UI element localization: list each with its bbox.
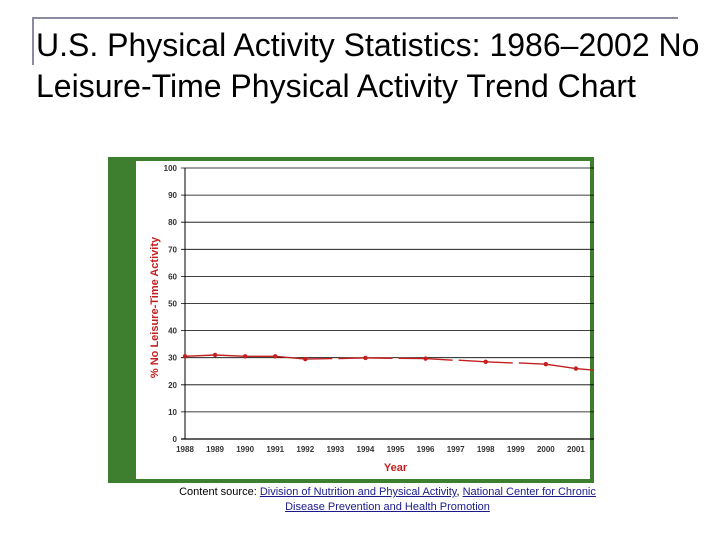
x-tick-label: 1998	[477, 445, 495, 454]
plot-background	[136, 161, 590, 479]
x-tick-label: 1990	[236, 445, 254, 454]
content-source-caption: Content source: Division of Nutrition an…	[160, 485, 615, 515]
y-tick-label: 20	[168, 381, 177, 390]
caption-separator: ,	[456, 486, 463, 498]
x-tick-label: 1994	[357, 445, 375, 454]
slide-title: U.S. Physical Activity Statistics: 1986–…	[36, 27, 700, 104]
y-tick-label: 30	[168, 354, 177, 363]
series-segment	[215, 354, 246, 358]
y-tick-label: 100	[164, 164, 178, 173]
data-point	[303, 356, 308, 362]
x-tick-label: 1988	[176, 445, 194, 454]
x-tick-label: 1997	[447, 445, 465, 454]
series-segment	[458, 359, 486, 363]
series-segment	[425, 357, 453, 361]
x-tick-label: 2000	[537, 445, 555, 454]
data-point	[242, 354, 248, 359]
title-frame-left-rule	[32, 17, 34, 65]
series-segment	[485, 361, 513, 364]
data-point	[543, 362, 549, 367]
x-tick-label: 1995	[387, 445, 405, 454]
x-tick-label: 1993	[326, 445, 344, 454]
caption-prefix: Content source:	[179, 486, 260, 498]
x-tick-label: 1996	[417, 445, 435, 454]
center-link[interactable]: National Center for Chronic Disease Prev…	[285, 486, 596, 513]
x-axis-title: Year	[384, 462, 408, 474]
x-tick-label: 1999	[507, 445, 525, 454]
chart-panel: 0 10 20 30 40 50 60 70 80 90 100 1988 1989 1990 1991 19…	[108, 157, 594, 483]
y-tick-label: 40	[168, 327, 177, 336]
data-point	[182, 354, 188, 359]
x-tick-label: 2001	[567, 445, 585, 454]
y-tick-label: 80	[168, 218, 177, 227]
x-tick-label: 1989	[206, 445, 224, 454]
series-segment	[338, 357, 366, 360]
y-tick-label: 50	[168, 300, 177, 309]
y-tick-label: 70	[168, 245, 177, 254]
y-tick-label: 90	[168, 191, 177, 200]
line-chart: 0 10 20 30 40 50 60 70 80 90 100 1988 1989 1990 1991 19…	[136, 161, 594, 479]
data-point	[423, 356, 428, 361]
data-point	[363, 355, 368, 361]
data-point	[212, 352, 218, 358]
title-frame-top-rule	[32, 17, 678, 19]
y-tick-label: 0	[173, 435, 178, 444]
series-segment	[518, 362, 546, 365]
y-axis-title: % No Leisure-Time Activity	[149, 236, 161, 378]
series-segment	[575, 367, 594, 371]
series-segment	[545, 363, 577, 370]
series-segment	[184, 354, 216, 358]
division-link[interactable]: Division of Nutrition and Physical Activ…	[259, 486, 457, 498]
x-tick-label: 1991	[266, 445, 284, 454]
x-tick-label: 1992	[296, 445, 314, 454]
series-segment	[275, 355, 306, 360]
data-point	[483, 359, 488, 364]
y-tick-label: 60	[168, 272, 177, 281]
data-point	[273, 354, 278, 359]
y-tick-label: 10	[168, 408, 177, 417]
series-segment	[305, 357, 333, 360]
data-point	[573, 366, 579, 371]
